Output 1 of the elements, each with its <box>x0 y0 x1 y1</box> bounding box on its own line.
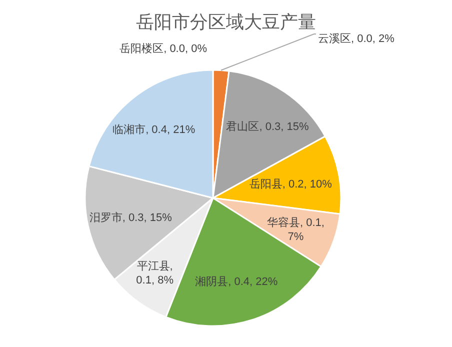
title: 岳阳市分区域大豆产量 <box>136 12 316 32</box>
